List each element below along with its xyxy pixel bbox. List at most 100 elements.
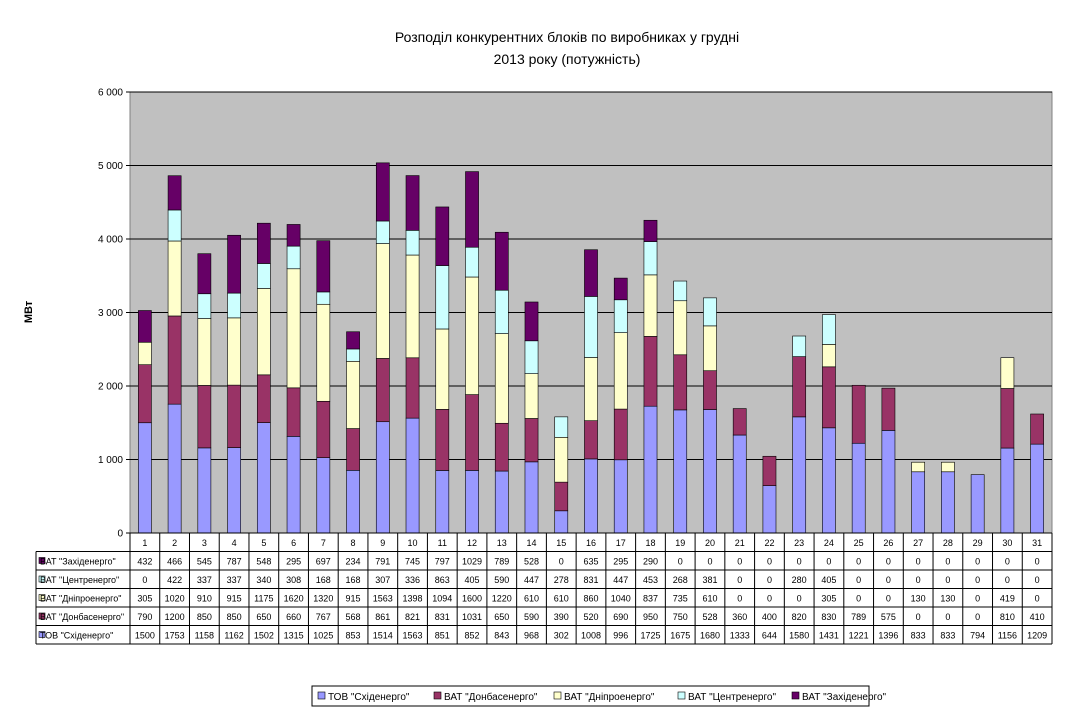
bar-segment <box>911 461 926 473</box>
data-label: 0 <box>142 575 147 585</box>
data-label: 390 <box>554 612 569 622</box>
bar-segment <box>256 288 271 376</box>
data-label: 268 <box>673 575 688 585</box>
data-label: 295 <box>286 557 301 567</box>
bar-segment <box>822 314 836 345</box>
x-tick-label: 30 <box>1002 538 1012 548</box>
data-label: 130 <box>940 594 955 604</box>
data-label: 697 <box>316 557 331 567</box>
data-label: 337 <box>197 575 212 585</box>
x-tick-label: 8 <box>351 538 356 548</box>
data-label: 1398 <box>403 594 423 604</box>
bar-segment <box>316 240 331 293</box>
bar-segment <box>167 403 182 534</box>
data-label: 861 <box>375 612 390 622</box>
bar-segment <box>732 434 747 534</box>
bar-segment <box>792 356 807 418</box>
table-row-key <box>38 575 46 583</box>
legend-swatch <box>791 691 800 700</box>
data-label: 797 <box>435 557 450 567</box>
data-label: 0 <box>945 557 950 567</box>
data-label: 168 <box>346 575 361 585</box>
bar-segment <box>494 231 509 291</box>
data-label: 833 <box>940 631 955 641</box>
y-axis-label: МВт <box>23 300 35 323</box>
bar-segment <box>643 274 658 337</box>
table-row-key <box>38 594 46 601</box>
table-row: ВАТ "Західенерго" 432 466 545 787 548 295 697 23… <box>38 557 1040 567</box>
data-label: 745 <box>405 557 420 567</box>
data-label: 453 <box>643 575 658 585</box>
bar-segment <box>346 361 360 429</box>
x-tick-label: 25 <box>854 538 864 548</box>
data-label: 1675 <box>670 631 690 641</box>
data-label: 528 <box>702 612 717 622</box>
bar-segment <box>286 245 301 270</box>
bar-segment <box>792 416 807 534</box>
data-label: 360 <box>732 612 747 622</box>
bar-segment <box>673 354 688 411</box>
data-label: 1431 <box>819 631 839 641</box>
data-label: 548 <box>256 557 271 567</box>
bar-segment <box>524 461 539 534</box>
data-label: 843 <box>494 631 509 641</box>
data-label: 1320 <box>313 594 333 604</box>
data-label: 295 <box>613 557 628 567</box>
data-label: 400 <box>762 612 777 622</box>
data-label: 1040 <box>611 594 631 604</box>
data-label: 0 <box>945 575 950 585</box>
bar-segment <box>613 459 628 534</box>
data-label: 1563 <box>403 631 423 641</box>
bar-segment <box>762 455 777 486</box>
bar-segment <box>375 220 390 244</box>
table-row: ТОВ "Східенерго" 1500 1753 1158 1162 1502 1315… <box>38 631 1047 641</box>
data-label: 1200 <box>165 612 185 622</box>
data-label: 590 <box>524 612 539 622</box>
data-label: 690 <box>613 612 628 622</box>
bar-segment <box>851 442 866 534</box>
data-label: 305 <box>137 594 152 604</box>
bar-segment <box>941 461 955 473</box>
data-label: 0 <box>1005 557 1010 567</box>
bar-segment <box>465 470 479 534</box>
legend-swatch <box>677 691 686 700</box>
data-label: 432 <box>137 557 152 567</box>
bar-segment <box>375 162 390 222</box>
bar-segment <box>822 427 836 534</box>
bar-segment <box>822 344 836 368</box>
bar-segment <box>643 336 658 407</box>
bar-segment <box>346 470 360 534</box>
chart-title-line-1: Розподіл конкурентних блоків по виробник… <box>395 29 739 45</box>
data-label: 520 <box>583 612 598 622</box>
bar-segment <box>465 246 479 278</box>
x-tick-label: 24 <box>824 538 834 548</box>
bar-segment <box>405 357 420 419</box>
table-row: ВАТ "Дніпроенерго" 305 1020 910 915 1175 1620 1… <box>38 594 1040 604</box>
bar-segment <box>1000 447 1015 534</box>
data-label: 0 <box>737 575 742 585</box>
data-label: 0 <box>975 594 980 604</box>
data-label: 1680 <box>700 631 720 641</box>
bar-segment <box>643 405 658 534</box>
data-label: 831 <box>435 612 450 622</box>
bar-segment <box>167 209 182 242</box>
bar-segment <box>138 364 152 424</box>
x-tick-label: 22 <box>764 538 774 548</box>
data-label: 850 <box>197 612 212 622</box>
data-label: 305 <box>821 594 836 604</box>
data-label: 968 <box>524 631 539 641</box>
bar-segment <box>405 175 420 231</box>
data-label: 767 <box>316 612 331 622</box>
bar-segment <box>554 416 569 438</box>
data-label: 0 <box>767 557 772 567</box>
bar-segment <box>732 408 747 436</box>
data-label: 1500 <box>135 631 155 641</box>
bar-segment <box>673 280 688 302</box>
x-tick-label: 3 <box>202 538 207 548</box>
bar-segment <box>405 254 420 359</box>
data-label: 996 <box>613 631 628 641</box>
data-label: 1620 <box>284 594 304 604</box>
data-label: 0 <box>767 594 772 604</box>
data-label: 787 <box>227 557 242 567</box>
bar-segment <box>613 277 628 301</box>
